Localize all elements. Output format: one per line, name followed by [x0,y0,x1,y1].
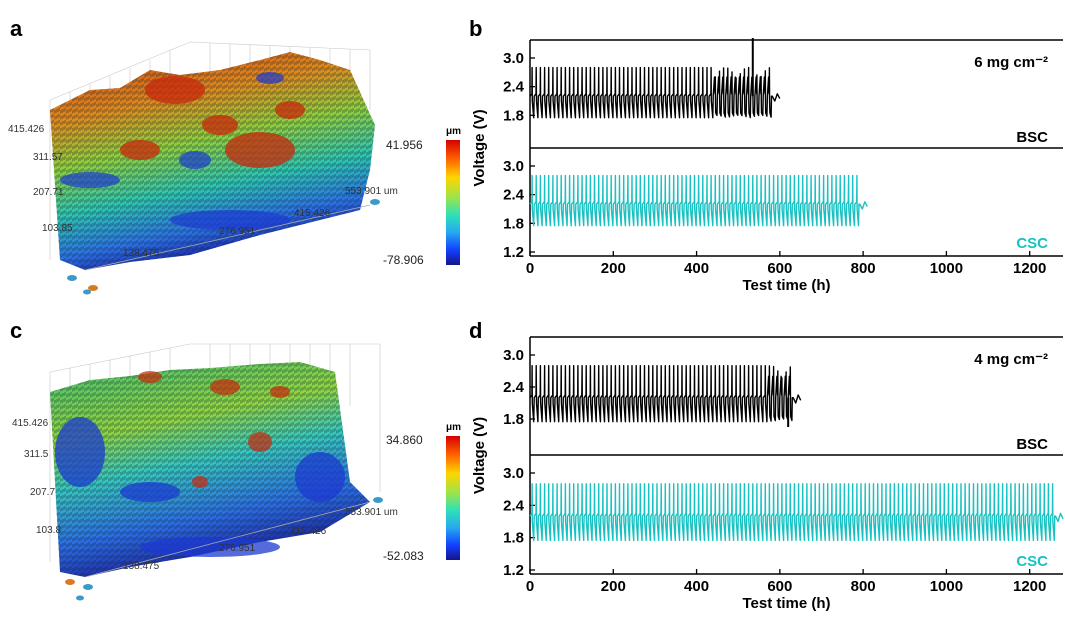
y-tick-label-b: 2.4 [503,79,525,96]
y-tick-label-d: 1.8 [503,411,524,428]
y-tick-c-0: 415.426 [12,418,49,429]
y-tick-label-d: 2.4 [503,497,525,514]
colorbar-a [446,140,460,265]
orientation-widget-a [67,199,380,295]
x-tick-label-d: 800 [851,578,876,595]
colorbar-min-a: -78.906 [383,253,424,267]
colorbar-c [446,436,460,560]
panel-letter-b: b [469,16,483,41]
panel-letter-c: c [10,318,23,343]
y-tick-c-1: 311.5 [24,449,49,460]
x-tick-label-d: 400 [684,578,709,595]
x-axis-title-b: Test time (h) [742,277,830,294]
x-tick-c-1: 276.951 [219,543,256,554]
y-tick-label-b: 3.0 [503,158,524,175]
y-tick-label-d: 3.0 [503,465,524,482]
y-tick-label-b: 2.4 [503,187,525,204]
y-tick-a-3: 103.85 [42,223,73,234]
y-tick-label-b: 1.8 [503,215,524,232]
x-tick-label-d: 1000 [930,578,963,595]
surface-plot-c [49,343,383,601]
y-tick-label-d: 2.4 [503,379,525,396]
x-tick-a-2: 415.426 [294,208,331,219]
colorbar-unit-a: μm [446,126,462,137]
colorbar-unit-c: μm [446,422,462,433]
panel-letter-a: a [10,16,23,41]
y-tick-a-1: 311.57 [33,152,63,163]
y-tick-label-d: 3.0 [503,347,524,364]
loading-label-b: 6 mg cm⁻² [974,54,1048,71]
x-tick-c-0: 138.475 [123,561,160,572]
series-line-d-csc [529,483,1064,542]
chart-b: 1.8 2.4 3.0 1.2 1.8 2.4 3.0 0 200 400 600 800 1000 12… [471,38,1063,294]
x-tick-label-b: 600 [767,260,792,277]
y-tick-c-2: 207.7 [30,487,56,498]
y-axis-title-d: Voltage (V) [471,417,488,494]
series-label-csc-d: CSC [1016,553,1048,570]
x-tick-label-d: 0 [526,578,534,595]
y-tick-a-2: 207.71 [33,187,64,198]
series-label-bsc-d: BSC [1016,436,1048,453]
surface-plot-a [49,41,380,295]
series-line-b-csc [529,174,868,227]
colorbar-max-a: 41.956 [386,138,423,152]
x-tick-label-d: 200 [601,578,626,595]
loading-label-d: 4 mg cm⁻² [974,351,1048,368]
x-tick-c-3: 553.901 um [345,507,398,518]
x-tick-label-d: 600 [767,578,792,595]
colorbar-min-c: -52.083 [383,549,424,563]
x-tick-label-b: 0 [526,260,534,277]
panel-letter-d: d [469,318,483,343]
x-tick-label-b: 800 [851,260,876,277]
y-axis-title-b: Voltage (V) [471,109,488,186]
series-label-bsc-b: BSC [1016,129,1048,146]
x-tick-a-0: 138.475 [123,248,160,259]
x-tick-label-b: 400 [684,260,709,277]
y-tick-label-d: 1.2 [503,562,524,579]
series-line-b-bsc [529,66,781,119]
y-tick-label-b: 1.2 [503,244,524,261]
x-axis-title-d: Test time (h) [742,595,830,612]
x-tick-label-b: 200 [601,260,626,277]
x-tick-a-3: 553.901 um [345,186,398,197]
y-tick-label-b: 3.0 [503,50,524,67]
y-tick-label-b: 1.8 [503,107,524,124]
chart-d: 1.8 2.4 3.0 1.2 1.8 2.4 3.0 0 200 400 600 800 1000 12… [471,336,1064,612]
x-tick-label-d: 1200 [1013,578,1046,595]
y-tick-a-0: 415.426 [8,124,45,135]
x-tick-label-b: 1200 [1013,260,1046,277]
series-line-d-bsc [529,365,802,423]
y-tick-c-3: 103.8 [36,525,62,536]
x-tick-label-b: 1000 [930,260,963,277]
y-tick-label-d: 1.8 [503,530,524,547]
colorbar-max-c: 34.860 [386,433,423,447]
series-label-csc-b: CSC [1016,235,1048,252]
x-tick-a-1: 276.951 [219,226,256,237]
x-tick-c-2: 415.426 [290,526,327,537]
orientation-widget-c [65,497,383,601]
